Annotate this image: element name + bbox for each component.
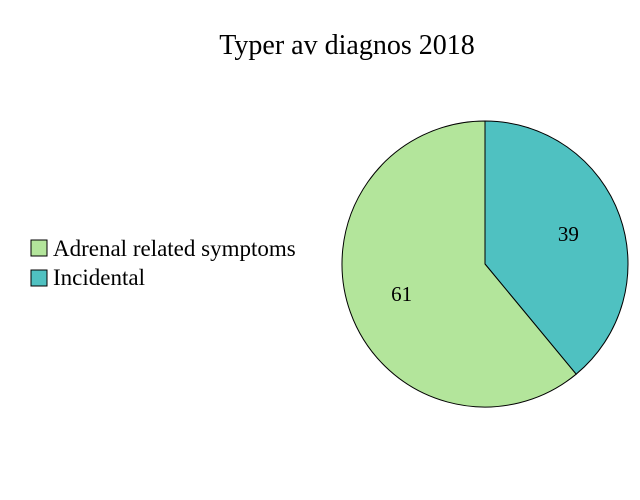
- legend-swatch-adrenal-related-symptoms: [30, 239, 48, 257]
- pie-slices: [341, 120, 629, 408]
- legend-item-incidental: Incidental: [30, 265, 145, 290]
- data-label-adrenal-related-symptoms: 61: [391, 282, 412, 306]
- pie-slice-incidental: [484, 120, 629, 375]
- pie-slice-adrenal-related-symptoms: [341, 120, 577, 408]
- legend-label-adrenal-related-symptoms: Adrenal related symptoms: [53, 236, 296, 261]
- data-label-incidental: 39: [558, 222, 579, 246]
- legend-label-incidental: Incidental: [53, 265, 145, 290]
- pie-data-labels: 39 61: [391, 222, 579, 306]
- legend-item-adrenal-related-symptoms: Adrenal related symptoms: [30, 236, 296, 261]
- chart-title: Typer av diagnos 2018: [219, 30, 474, 61]
- legend: Adrenal related symptoms Incidental: [30, 236, 296, 290]
- legend-swatch-incidental: [30, 269, 48, 287]
